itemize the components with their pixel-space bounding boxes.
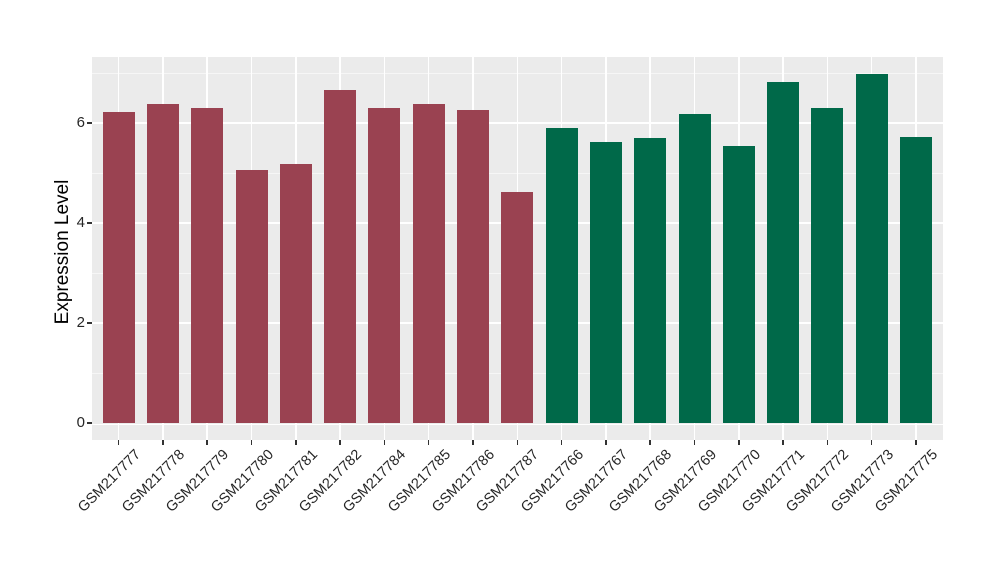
y-tick-label-2: 2 [76,314,85,331]
bar-GSM217777 [102,112,135,423]
y-tick-mark-6 [87,122,92,124]
bar-GSM217769 [678,113,711,423]
x-tick-mark [782,440,784,445]
y-tick-mark-4 [87,222,92,224]
x-tick-mark [162,440,164,445]
x-tick-mark [250,440,253,445]
bar-GSM217781 [279,163,312,423]
y-axis-title: Expression Level [52,179,73,325]
bar-GSM217768 [634,138,667,423]
bar-GSM217787 [501,192,534,423]
y-tick-label-6: 6 [76,114,85,131]
x-tick-mark [427,440,430,445]
x-tick-mark [915,440,917,445]
bar-GSM217779 [191,108,224,423]
bar-GSM217770 [722,146,755,423]
x-tick-mark [826,440,829,445]
x-tick-mark [472,440,474,445]
bar-GSM217785 [412,104,445,423]
x-tick-mark [649,440,651,445]
bar-GSM217767 [589,141,622,423]
bar-GSM217766 [545,127,578,423]
bar-GSM217775 [900,136,932,423]
bar-GSM217786 [457,110,489,423]
bar-GSM217778 [146,104,179,423]
x-tick-mark [560,440,563,445]
x-tick-mark [206,440,208,445]
bar-GSM217773 [855,73,888,423]
x-tick-mark [516,440,519,445]
x-tick-mark [693,440,696,445]
x-tick-mark [383,440,386,445]
x-tick-mark [605,440,607,445]
x-tick-mark [295,440,297,445]
bar-GSM217771 [767,82,800,423]
bar-GSM217784 [368,108,401,423]
y-tick-label-4: 4 [76,214,85,231]
y-tick-mark-0 [87,422,92,424]
y-tick-label-0: 0 [76,414,85,431]
bar-GSM217782 [324,90,357,423]
plot-panel [92,57,943,440]
y-tick-mark-2 [87,322,92,324]
x-tick-mark [870,440,873,445]
bar-GSM217780 [235,170,268,423]
bar-GSM217772 [811,107,844,423]
x-tick-mark [117,440,120,445]
x-tick-mark [738,440,740,445]
x-tick-mark [339,440,341,445]
